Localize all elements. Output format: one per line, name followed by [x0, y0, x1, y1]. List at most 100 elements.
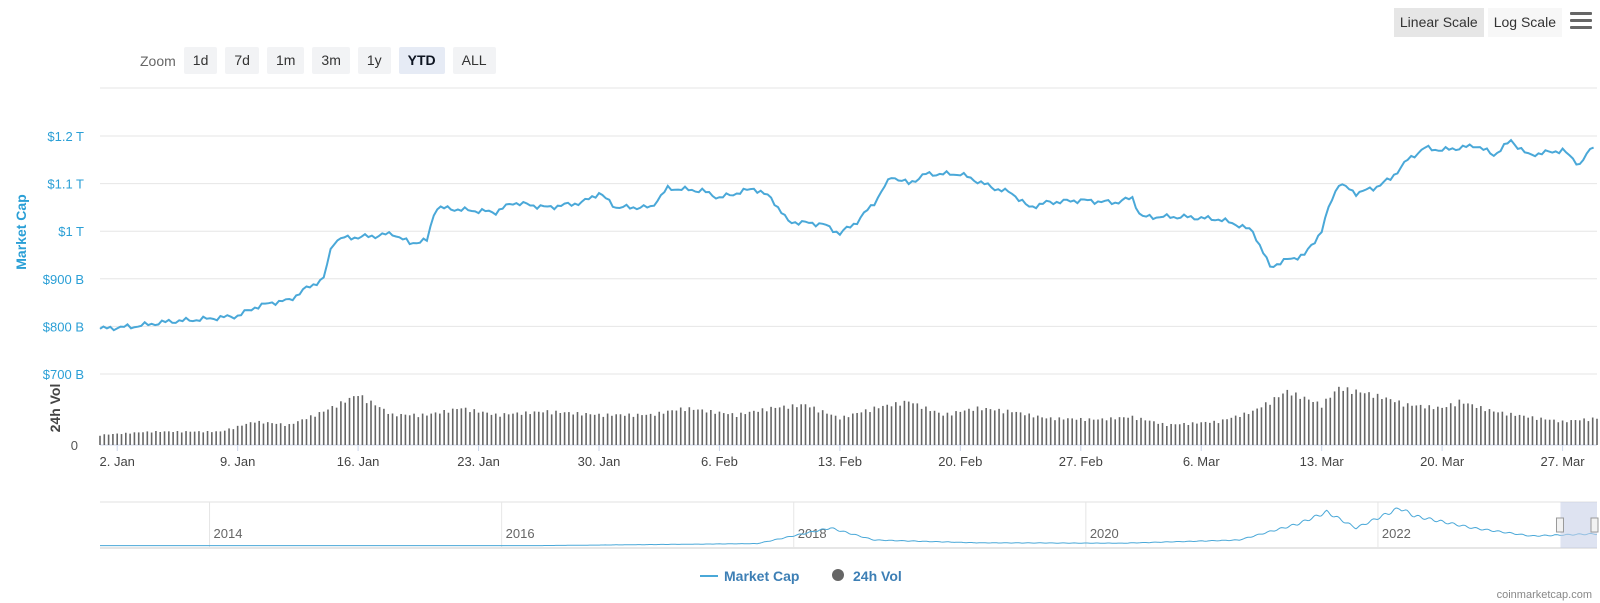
volume-bar [258, 420, 260, 445]
volume-bar [852, 413, 854, 445]
volume-bar [1329, 397, 1332, 445]
zoom-button-7d[interactable]: 7d [225, 47, 259, 74]
volume-bar [254, 422, 256, 445]
volume-bar [1226, 419, 1228, 445]
volume-bar [1544, 419, 1547, 445]
zoom-button-ytd[interactable]: YTD [398, 47, 445, 74]
volume-bar [1166, 425, 1168, 445]
volume-bar [1385, 397, 1388, 445]
volume-bar [1449, 403, 1452, 445]
volume-bar [1123, 417, 1125, 445]
scale-toggle: Linear Scale Log Scale [1390, 8, 1562, 37]
volume-bar [99, 435, 101, 445]
volume-bar [1049, 417, 1052, 445]
volume-bar [946, 412, 949, 445]
volume-bar [1480, 406, 1482, 445]
volume-bar [202, 432, 205, 445]
volume-bar [236, 425, 239, 445]
volume-bar [1389, 399, 1392, 445]
volume-bar [490, 414, 493, 445]
zoom-button-1y[interactable]: 1y [357, 47, 391, 74]
x-tick-label: 27. Feb [1059, 454, 1103, 469]
volume-bar [1144, 420, 1147, 445]
credit-link[interactable]: coinmarketcap.com [1496, 589, 1592, 601]
volume-bar [735, 416, 738, 445]
volume-bar [456, 409, 458, 445]
volume-bar [791, 404, 794, 445]
volume-bar [1256, 408, 1258, 445]
x-tick-label: 20. Feb [938, 454, 982, 469]
volume-bar [387, 413, 390, 445]
volume-bar [129, 433, 131, 445]
x-tick-label: 13. Mar [1300, 454, 1345, 469]
volume-bar [1363, 393, 1366, 445]
volume-bar [1596, 418, 1598, 445]
hamburger-menu-icon[interactable] [1570, 12, 1592, 32]
volume-bar [830, 414, 833, 445]
volume-bar [1191, 422, 1194, 445]
x-tick-label: 13. Feb [818, 454, 862, 469]
volume-bar [365, 403, 368, 445]
volume-bar [796, 407, 798, 445]
volume-bar [1475, 407, 1478, 445]
volume-bar [981, 410, 983, 445]
volume-bar [959, 411, 962, 445]
volume-bar [1316, 401, 1319, 445]
log-scale-button[interactable]: Log Scale [1487, 8, 1562, 37]
volume-bar [821, 410, 824, 445]
volume-bar [193, 431, 196, 445]
zoom-button-3m[interactable]: 3m [312, 47, 350, 74]
volume-bar [1221, 419, 1224, 445]
volume-bar [774, 407, 777, 445]
volume-bar [1131, 415, 1134, 445]
volume-bar [598, 413, 600, 445]
volume-bar [322, 411, 325, 445]
volume-bar [550, 414, 553, 445]
volume-bar [1428, 405, 1431, 445]
volume-bar [499, 416, 501, 445]
volume-bar [748, 411, 751, 445]
volume-bar [1243, 412, 1246, 445]
volume-bar [249, 422, 252, 445]
volume-bar [413, 413, 415, 445]
volume-bar [1488, 409, 1491, 445]
volume-bar [890, 406, 893, 445]
linear-scale-button[interactable]: Linear Scale [1393, 8, 1484, 37]
volume-bar [1183, 422, 1185, 445]
volume-bar [662, 413, 665, 445]
zoom-button-1m[interactable]: 1m [266, 47, 305, 74]
volume-bar [1458, 399, 1461, 445]
volume-bar [228, 428, 230, 445]
volume-bar [989, 409, 992, 445]
volume-bar [1054, 420, 1056, 445]
volume-bar [529, 414, 531, 445]
legend-24h-vol[interactable]: 24h Vol [853, 568, 902, 584]
volume-bar [933, 410, 936, 445]
volume-bar [477, 412, 480, 445]
navigator[interactable]: 2014 2016 2018 2020 2022 [100, 501, 1599, 549]
navigator-series [100, 507, 1598, 547]
volume-bar [1531, 416, 1534, 445]
legend-market-cap[interactable]: Market Cap [724, 568, 799, 584]
volume-bar [1148, 420, 1151, 445]
volume-bar [447, 412, 450, 445]
zoom-button-1d[interactable]: 1d [183, 47, 218, 74]
volume-bar [589, 414, 592, 445]
volume-bar [1381, 399, 1383, 445]
volume-bar [1101, 418, 1104, 445]
volume-bar [155, 431, 157, 445]
volume-bar [576, 412, 579, 445]
volume-bar [1320, 407, 1323, 445]
volume-bar [1062, 419, 1065, 445]
zoom-button-all[interactable]: ALL [452, 47, 496, 74]
volume-bar [1024, 415, 1026, 445]
volume-bar [920, 408, 923, 445]
volume-bar [568, 412, 570, 445]
volume-bar [357, 396, 359, 445]
volume-bar [1140, 417, 1142, 445]
volume-bar [353, 396, 355, 445]
volume-bar [284, 425, 286, 445]
volume-bar [1127, 417, 1129, 445]
volume-bar [817, 412, 820, 445]
volume-bar [1540, 417, 1542, 445]
